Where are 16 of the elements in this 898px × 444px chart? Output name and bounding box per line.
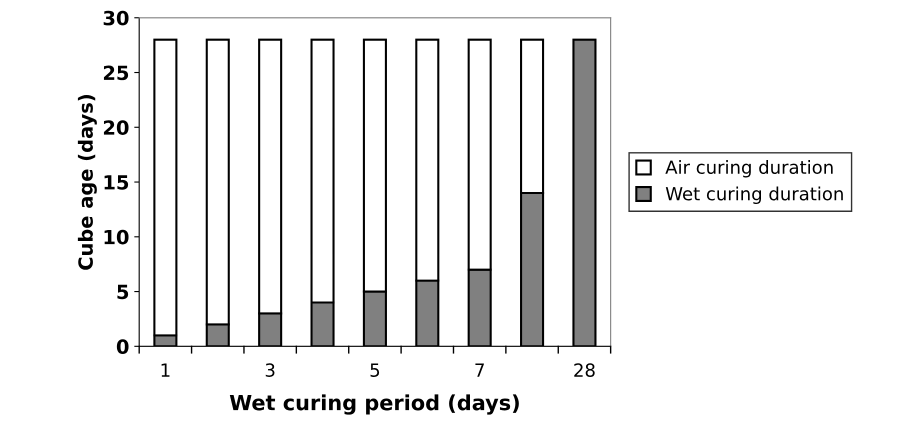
y-tick-label: 15 (104, 175, 128, 190)
y-tick-label: 5 (117, 284, 128, 300)
legend-label: Wet curing duration (666, 186, 843, 204)
y-tick-label: 20 (104, 120, 129, 135)
y-tick-label: 0 (116, 339, 129, 354)
y-tick-label: 30 (104, 10, 129, 26)
y-tick-label: 10 (104, 230, 129, 244)
x-tick-label: 1 (162, 364, 170, 377)
x-tick-label: 28 (574, 363, 595, 377)
x-tick-label: 5 (370, 364, 380, 377)
y-tick-label: 25 (104, 65, 128, 80)
x-tick-label: 7 (475, 364, 484, 377)
legend-label: Air curing duration (665, 160, 833, 178)
x-tick-label: 3 (266, 363, 274, 377)
x-axis-title: Wet curing period (days) (230, 394, 519, 415)
y-axis-title: Cube age (days) (78, 94, 97, 270)
